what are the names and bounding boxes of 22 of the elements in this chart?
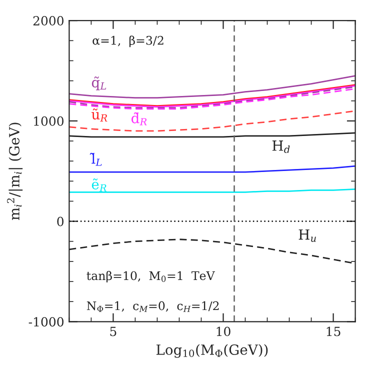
annotation: N$_{Φ}$=1, c$_{M}$=0, c$_{H}$=1/2 — [86, 301, 219, 312]
x-axis-title: Log$_{10}$(M$_{Φ}$(GeV)) — [156, 344, 268, 358]
y-tick-label: -1000 — [28, 317, 64, 327]
series-label: ẽ$_{R}$ — [92, 178, 107, 192]
x-tick-label: 5 — [110, 326, 116, 336]
series-label: l̃$_{L}$ — [90, 152, 102, 166]
series-label: H$_{u}$ — [298, 229, 316, 242]
annotation: tanβ=10, M$_{0}$=1 TeV — [86, 270, 215, 282]
line-series — [69, 165, 356, 173]
line-series — [69, 75, 356, 99]
series-label: H$_{d}$ — [272, 140, 290, 153]
series-label: d̃$_{R}$ — [132, 112, 147, 126]
line-series — [69, 110, 356, 132]
y-tick-label: 0 — [57, 216, 64, 226]
y-tick-label: 1000 — [34, 116, 64, 126]
annotation: α=1, β=3/2 — [92, 36, 164, 48]
series-label: ũ$_{R}$ — [92, 108, 108, 122]
x-tick-label: 10 — [216, 326, 230, 336]
y-tick-label: 2000 — [33, 16, 64, 26]
x-tick-label: 15 — [326, 326, 340, 336]
series-label: q̃$_{L}$ — [92, 76, 106, 90]
y-axis-title: m$_{i}$$^{2}$/|m$_{i}$| (GeV) — [7, 122, 23, 220]
